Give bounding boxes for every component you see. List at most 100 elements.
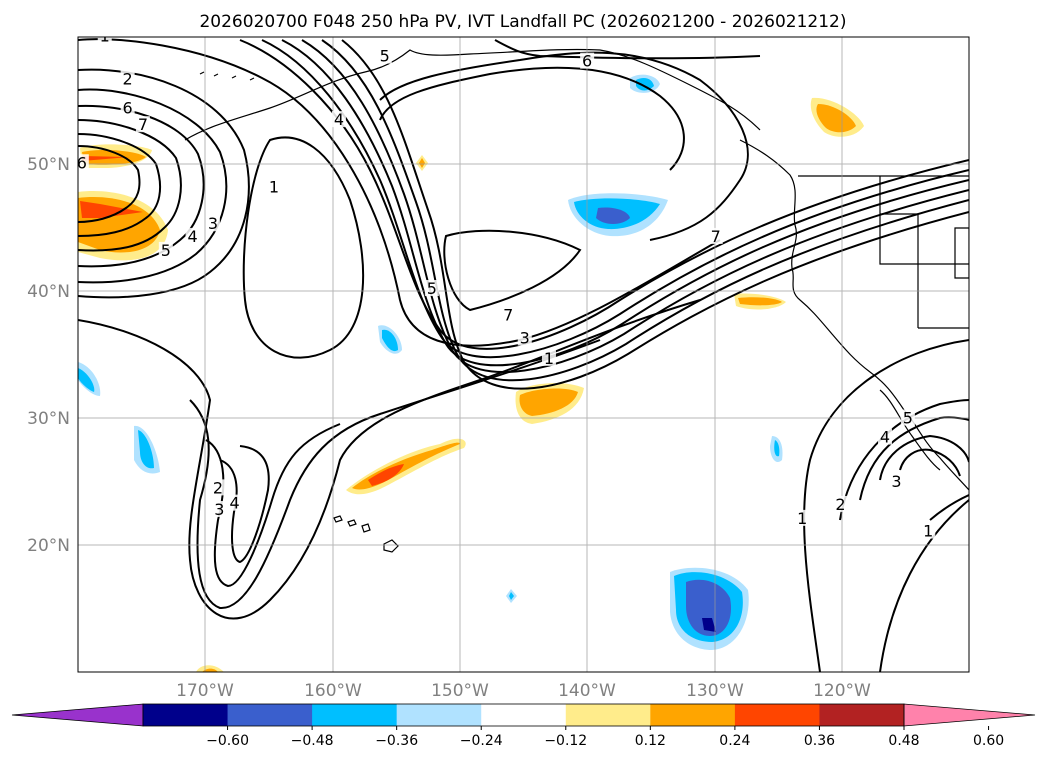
gridlines <box>78 37 969 672</box>
tick-lon-130w: 130°W <box>686 681 744 701</box>
contour-label-bg <box>889 473 904 490</box>
colorbar-segment <box>143 704 229 726</box>
contour-label: 1 <box>797 509 807 528</box>
contour-label: 2 <box>213 478 223 497</box>
contour-label: 5 <box>380 47 390 66</box>
contour-label: 3 <box>891 472 901 491</box>
colorbar-segment <box>565 704 651 726</box>
colorbar-segment <box>819 704 905 726</box>
contour-label: 5 <box>161 241 171 260</box>
shaded-pv-anomalies <box>78 74 864 672</box>
contour-label: 6 <box>77 153 87 172</box>
contour-cutoff-low-west <box>242 136 365 359</box>
latitude-ticks: 50°N 40°N 30°N 20°N <box>27 155 70 556</box>
contour-label-bg <box>331 111 346 128</box>
contour-label-bg <box>227 494 242 511</box>
contour-label: 6 <box>582 52 592 71</box>
colorbar-tick-label: −0.60 <box>206 733 249 749</box>
contour-label-bg <box>877 428 892 445</box>
contour-label-bg <box>833 495 848 512</box>
contour-label: 4 <box>880 428 890 447</box>
contour-label-bg <box>580 52 595 69</box>
colorbar-segment <box>481 704 567 726</box>
contour-label-bg <box>212 500 227 517</box>
contour-label-bg <box>97 37 112 44</box>
contour-label: 5 <box>427 279 437 298</box>
colorbar-tick-label: 0.48 <box>888 733 919 749</box>
contour-label-bg <box>205 215 220 232</box>
colorbar-frame <box>142 703 905 727</box>
colorbar-segment <box>396 704 482 726</box>
contour-label: 3 <box>214 500 224 519</box>
tick-lon-170w: 170°W <box>176 681 234 701</box>
tick-lon-120w: 120°W <box>813 681 871 701</box>
border-state-3 <box>954 227 969 279</box>
contour-label-bg <box>795 509 810 526</box>
coastline-hawaii-3 <box>347 519 357 527</box>
contour-label-bg <box>135 116 150 133</box>
coastline-alaska <box>184 48 761 141</box>
tick-lat-40n: 40°N <box>27 282 70 302</box>
contour-label: 1 <box>100 26 110 45</box>
contour-north-edge-1 <box>494 39 761 60</box>
map-title: 2026020700 F048 250 hPa PV, IVT Landfall… <box>199 12 846 32</box>
contour-trough-sw <box>78 299 701 620</box>
coastline-hawaii-4 <box>333 515 343 523</box>
colorbar-tick-label: 0.12 <box>635 733 666 749</box>
contour-label-bg <box>541 349 556 366</box>
colorbar-tick-label: −0.36 <box>375 733 418 749</box>
contour-label: 4 <box>334 110 344 129</box>
colorbar-extend-low <box>11 703 144 727</box>
tick-lat-20n: 20°N <box>27 536 70 556</box>
contour-west-ridge <box>78 68 250 299</box>
tick-lon-150w: 150°W <box>431 681 489 701</box>
contour-label-bg <box>120 99 135 116</box>
contour-label-bg <box>267 178 282 195</box>
contour-label: 7 <box>138 115 148 134</box>
colorbar-tick-label: −0.24 <box>460 733 503 749</box>
contour-north-ridge <box>379 51 749 241</box>
contour-label-bg <box>424 280 439 296</box>
contour-label-bg <box>501 306 516 323</box>
border-state-1 <box>879 176 969 265</box>
contour-label-bg <box>900 409 915 426</box>
contour-label: 1 <box>269 177 279 196</box>
contour-label-bg <box>78 154 89 171</box>
contour-label: 4 <box>187 227 197 246</box>
colorbar-segment <box>650 704 736 726</box>
border-state-2 <box>880 213 919 328</box>
coastline-hawaii-2 <box>361 523 371 533</box>
longitude-ticks: 170°W 160°W 150°W 140°W 130°W 120°W <box>176 681 871 701</box>
contour-label-bg <box>517 329 532 346</box>
coastline-hawaii-1 <box>383 539 399 553</box>
colorbar: −0.60 −0.48 −0.36 −0.24 −0.12 0.12 0.24 0.36 0.4… <box>11 703 1036 749</box>
colorbar-segment <box>734 704 820 726</box>
tick-lat-50n: 50°N <box>27 155 70 175</box>
contour-label-bg <box>120 70 135 87</box>
colorbar-tick-label: −0.12 <box>544 733 587 749</box>
coastline-north-america <box>739 139 969 491</box>
shaded-feature-bottom-orange <box>196 665 224 672</box>
tick-lat-30n: 30°N <box>27 409 70 429</box>
colorbar-extend-high <box>903 703 1036 727</box>
contour-label: 2 <box>835 495 845 514</box>
contour-label: 5 <box>903 409 913 428</box>
coastlines <box>184 48 969 553</box>
colorbar-tick-label: 0.24 <box>719 733 750 749</box>
contour-label: 1 <box>544 349 554 368</box>
contour-label-bg <box>708 227 723 244</box>
contour-label: 4 <box>229 494 239 513</box>
contour-label-bg <box>158 241 173 258</box>
contour-label-bg <box>185 227 200 244</box>
contour-label-bg <box>921 522 936 539</box>
contour-label: 3 <box>520 329 530 348</box>
contour-label: 7 <box>711 227 721 246</box>
contour-cutoff-low-mid <box>443 229 582 312</box>
colorbar-segment <box>227 704 313 726</box>
colorbar-tick-label: −0.48 <box>291 733 334 749</box>
tick-lon-140w: 140°W <box>558 681 616 701</box>
contour-east-cutoff-1 <box>803 339 969 672</box>
plot-frame <box>77 36 970 673</box>
